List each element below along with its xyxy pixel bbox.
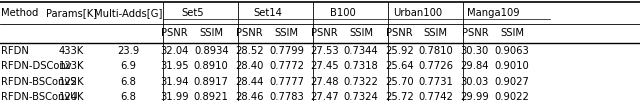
Text: 122K: 122K <box>59 77 84 87</box>
Text: 0.7783: 0.7783 <box>269 92 304 101</box>
Text: 29.99: 29.99 <box>461 92 489 101</box>
Text: 30.03: 30.03 <box>461 77 489 87</box>
Text: 0.9063: 0.9063 <box>495 46 529 56</box>
Text: PSNR: PSNR <box>386 28 413 38</box>
Text: 31.95: 31.95 <box>160 61 188 71</box>
Text: Manga109: Manga109 <box>467 8 520 18</box>
Text: Multi-Adds[G]: Multi-Adds[G] <box>94 8 162 18</box>
Text: SSIM: SSIM <box>275 28 299 38</box>
Text: 0.7731: 0.7731 <box>419 77 453 87</box>
Text: PSNR: PSNR <box>161 28 188 38</box>
Text: 27.47: 27.47 <box>310 92 339 101</box>
Text: 0.7810: 0.7810 <box>419 46 453 56</box>
Text: RFDN-BSConvU: RFDN-BSConvU <box>1 92 78 101</box>
Text: 27.48: 27.48 <box>310 77 339 87</box>
Text: RFDN-DSConv: RFDN-DSConv <box>1 61 72 71</box>
Text: 27.45: 27.45 <box>310 61 339 71</box>
Text: 0.8910: 0.8910 <box>194 61 228 71</box>
Text: B100: B100 <box>330 8 356 18</box>
Text: 25.64: 25.64 <box>385 61 413 71</box>
Text: 0.8917: 0.8917 <box>194 77 228 87</box>
Text: 28.44: 28.44 <box>236 77 264 87</box>
Text: 6.8: 6.8 <box>120 92 136 101</box>
Text: PSNR: PSNR <box>236 28 263 38</box>
Text: Params[K]: Params[K] <box>46 8 97 18</box>
Text: 0.7322: 0.7322 <box>344 77 378 87</box>
Text: 0.8934: 0.8934 <box>194 46 228 56</box>
Text: 123K: 123K <box>59 61 84 71</box>
Text: 31.99: 31.99 <box>160 92 188 101</box>
Text: 30.30: 30.30 <box>461 46 489 56</box>
Text: Set14: Set14 <box>253 8 283 18</box>
Text: RFDN-BSConvS: RFDN-BSConvS <box>1 77 77 87</box>
Text: 23.9: 23.9 <box>117 46 139 56</box>
Text: 25.70: 25.70 <box>385 77 413 87</box>
Text: SSIM: SSIM <box>500 28 524 38</box>
Text: SSIM: SSIM <box>199 28 223 38</box>
Text: 0.7344: 0.7344 <box>344 46 378 56</box>
Text: 0.7726: 0.7726 <box>419 61 453 71</box>
Text: 0.9027: 0.9027 <box>495 77 529 87</box>
Text: 29.84: 29.84 <box>461 61 489 71</box>
Text: RFDN: RFDN <box>1 46 29 56</box>
Text: PSNR: PSNR <box>311 28 338 38</box>
Text: 0.7777: 0.7777 <box>269 77 304 87</box>
Text: 0.7799: 0.7799 <box>269 46 304 56</box>
Text: 28.46: 28.46 <box>236 92 264 101</box>
Text: 0.9010: 0.9010 <box>495 61 529 71</box>
Text: 0.9022: 0.9022 <box>495 92 529 101</box>
Text: 28.40: 28.40 <box>236 61 264 71</box>
Text: 25.72: 25.72 <box>385 92 413 101</box>
Text: 31.94: 31.94 <box>160 77 188 87</box>
Text: 25.92: 25.92 <box>385 46 413 56</box>
Text: 27.53: 27.53 <box>310 46 339 56</box>
Text: 32.04: 32.04 <box>160 46 188 56</box>
Text: SSIM: SSIM <box>424 28 448 38</box>
Text: 28.52: 28.52 <box>236 46 264 56</box>
Text: 6.9: 6.9 <box>120 61 136 71</box>
Text: 0.7742: 0.7742 <box>419 92 453 101</box>
Text: Urban100: Urban100 <box>394 8 442 18</box>
Text: PSNR: PSNR <box>461 28 488 38</box>
Text: 0.7324: 0.7324 <box>344 92 378 101</box>
Text: Method: Method <box>1 8 38 18</box>
Text: 124K: 124K <box>59 92 84 101</box>
Text: 0.7772: 0.7772 <box>269 61 304 71</box>
Text: 433K: 433K <box>59 46 84 56</box>
Text: 0.7318: 0.7318 <box>344 61 378 71</box>
Text: Set5: Set5 <box>181 8 204 18</box>
Text: 0.8921: 0.8921 <box>194 92 228 101</box>
Text: SSIM: SSIM <box>349 28 373 38</box>
Text: 6.8: 6.8 <box>120 77 136 87</box>
